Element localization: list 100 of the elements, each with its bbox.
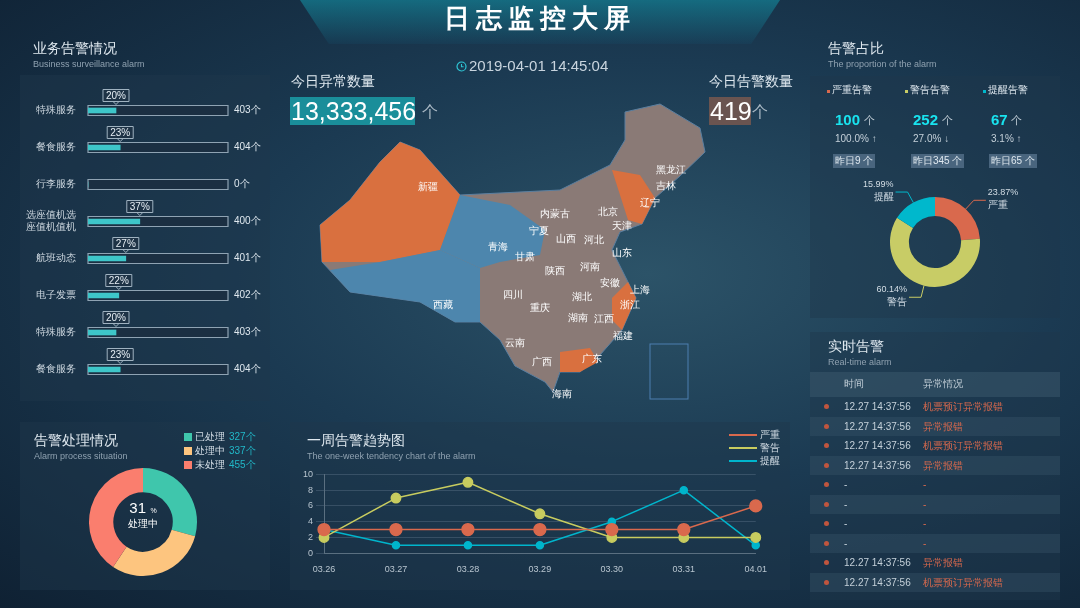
text: 西藏 (433, 299, 453, 311)
point (534, 508, 546, 520)
data-label: 37% (129, 200, 150, 212)
legend-label: 处理中 (195, 444, 225, 458)
text: - (923, 479, 927, 491)
text: 100 (835, 111, 861, 129)
text: 河南 (580, 261, 600, 273)
text: Alarm process situation (34, 451, 128, 462)
legend-label: 严重 (760, 428, 780, 442)
chart-title: 业务告警情况 (33, 40, 117, 57)
x-tick-label: 04.01 (744, 564, 767, 575)
chart-subtitle: The one-week tendency chart of the alarm (307, 451, 476, 462)
point (677, 522, 691, 537)
data-label: 23% (110, 126, 131, 138)
x-tick-label: 03.28 (456, 564, 480, 575)
text: 403个 (234, 326, 261, 338)
data-label: 60.14% (876, 284, 908, 295)
chart-subtitle: The proportion of the alarm (828, 59, 937, 70)
y-tick-label: 10 (303, 468, 314, 479)
y-tick-label: 4 (308, 516, 314, 527)
text: 陕西 (545, 265, 565, 277)
text: 山东 (612, 247, 632, 259)
text: 北京 (598, 206, 618, 218)
text: 昨日9 个 (835, 155, 874, 167)
text: 广西 (532, 356, 552, 368)
text: 个 (752, 103, 768, 122)
text: 宁夏 (529, 225, 549, 237)
point (461, 522, 475, 537)
bar (88, 366, 121, 373)
text: 27.0% ↓ (913, 133, 950, 145)
text: 机票预订异常报错 (923, 401, 1003, 413)
text: 400个 (234, 215, 261, 227)
y-tick-label: 8 (308, 484, 314, 495)
slice-label: 提醒 (873, 191, 894, 203)
text: 新疆 (418, 181, 438, 193)
text: 12.27 14:37:56 (844, 401, 911, 413)
slice-label: 严重 (987, 199, 1008, 211)
text: - (844, 518, 848, 530)
x-tick-label: 03.29 (528, 564, 552, 575)
text: 吉林 (656, 180, 676, 192)
legend-label: 未处理 (195, 458, 225, 472)
text: 时间 (844, 378, 864, 390)
point (749, 499, 763, 513)
y-tick-label: 选座值机选座值机值机 (26, 209, 76, 233)
text: 安徽 (600, 277, 620, 289)
text: 青海 (488, 241, 508, 253)
text: 12.27 14:37:56 (844, 557, 911, 569)
text: 甘肃 (515, 251, 535, 263)
text: 机票预订异常报错 (923, 576, 1003, 588)
data-label: 27% (115, 237, 136, 249)
text: 福建 (613, 330, 633, 342)
data-label: 23% (110, 348, 131, 360)
text: 31 (129, 499, 146, 516)
text: - (844, 537, 848, 549)
text: - (844, 479, 848, 491)
data-label: 337个 (229, 444, 256, 458)
text: 今日告警数量 (709, 73, 793, 90)
data-label: 23.87% (987, 187, 1019, 198)
point (463, 541, 473, 550)
text: 天津 (612, 220, 632, 232)
data-label: 22% (108, 274, 129, 286)
text: 重庆 (530, 302, 550, 314)
point (605, 522, 619, 537)
text: - (923, 498, 927, 510)
data-label: 15.99% (863, 179, 894, 190)
y-tick-label: 特殊服务 (36, 104, 76, 116)
text: 3.1% ↑ (991, 133, 1022, 145)
text: 252 (913, 111, 939, 129)
text: - (844, 498, 848, 510)
text: 12.27 14:37:56 (844, 440, 911, 452)
point (390, 492, 402, 504)
chart-title: 告警占比 (828, 40, 884, 57)
text: 100.0% ↑ (835, 133, 877, 145)
text: 实时告警 (828, 338, 884, 355)
legend-label: 警告 (760, 441, 780, 455)
text: 个 (864, 114, 875, 127)
chart-title: 一周告警趋势图 (307, 432, 405, 449)
text: 异常报错 (923, 459, 963, 471)
text: 404个 (234, 363, 261, 375)
text: 0个 (234, 178, 250, 190)
y-tick-label: 餐食服务 (36, 363, 76, 375)
y-tick-label: 行李服务 (36, 178, 76, 190)
y-tick-label: 6 (308, 500, 314, 511)
data-label: 20% (105, 89, 127, 101)
text: 个 (1011, 114, 1022, 127)
text: 河北 (584, 234, 604, 246)
text: 12.27 14:37:56 (844, 576, 911, 588)
text: Real-time alarm (828, 357, 892, 368)
text: 提醒告警 (988, 84, 1028, 96)
text: 异常报错 (923, 420, 963, 432)
text: 402个 (234, 289, 261, 301)
y-tick-label: 电子发票 (36, 289, 76, 301)
text: 401个 (234, 252, 261, 264)
y-tick-label: 0 (308, 547, 314, 558)
text: 湖北 (572, 291, 592, 303)
point (533, 522, 547, 537)
y-tick-label: 特殊服务 (36, 326, 76, 338)
text: 异常报错 (923, 557, 963, 569)
legend-label: 提醒 (760, 454, 780, 468)
slice-label: 处理中 (127, 517, 159, 531)
